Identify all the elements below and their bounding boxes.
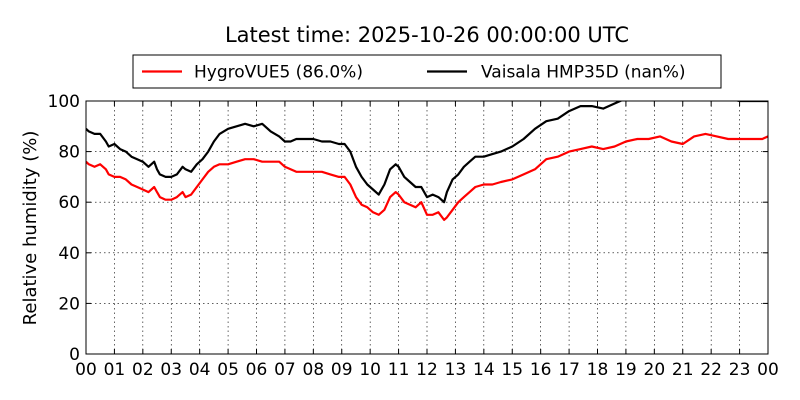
x-tick-label: 00 [757, 360, 779, 380]
y-tick-labels: 0 20 40 60 80 100 [48, 92, 80, 365]
legend: HygroVUE5 (86.0%) Vaisala HMP35D (nan%) [132, 54, 722, 89]
legend-label-hygrovue5: HygroVUE5 (86.0%) [194, 63, 363, 83]
legend-label-vaisala: Vaisala HMP35D (nan%) [481, 63, 685, 83]
x-tick-label: 21 [672, 360, 694, 380]
x-tick-label: 04 [189, 360, 211, 380]
x-tick-label: 00 [75, 360, 97, 380]
x-tick-label: 17 [558, 360, 580, 380]
x-tick-label: 23 [729, 360, 751, 380]
x-tick-label: 14 [473, 360, 495, 380]
x-tick-label: 09 [331, 360, 353, 380]
x-tick-label: 01 [104, 360, 126, 380]
x-tick-label: 22 [700, 360, 722, 380]
axis-ticks [85, 100, 769, 355]
x-tick-label: 10 [359, 360, 381, 380]
x-tick-labels: 00 01 02 03 04 05 06 07 08 09 10 11 12 13 14 15 16 17 18 19… [75, 360, 779, 380]
x-tick-label: 05 [217, 360, 239, 380]
y-tick-label: 60 [58, 193, 80, 213]
series-line-vaisala [86, 101, 768, 204]
x-tick-label: 20 [644, 360, 666, 380]
y-tick-label: 40 [58, 244, 80, 264]
x-tick-label: 12 [416, 360, 438, 380]
x-tick-label: 03 [160, 360, 182, 380]
x-tick-label: 08 [303, 360, 325, 380]
x-tick-label: 11 [388, 360, 410, 380]
x-tick-label: 13 [445, 360, 467, 380]
series-group [86, 101, 768, 221]
x-tick-label: 06 [246, 360, 268, 380]
x-tick-label: 18 [587, 360, 609, 380]
y-tick-label: 0 [69, 345, 80, 365]
x-tick-label: 16 [530, 360, 552, 380]
grid [86, 101, 768, 354]
y-tick-label: 100 [48, 92, 80, 112]
x-tick-label: 07 [274, 360, 296, 380]
chart-title: Latest time: 2025-10-26 00:00:00 UTC [225, 23, 629, 47]
y-tick-label: 80 [58, 143, 80, 163]
y-axis-label: Relative humidity (%) [20, 131, 41, 326]
x-tick-label: 02 [132, 360, 154, 380]
x-tick-label: 19 [615, 360, 637, 380]
x-tick-label: 15 [501, 360, 523, 380]
series-line-hygrovue5 [86, 132, 768, 221]
y-tick-label: 20 [58, 294, 80, 314]
